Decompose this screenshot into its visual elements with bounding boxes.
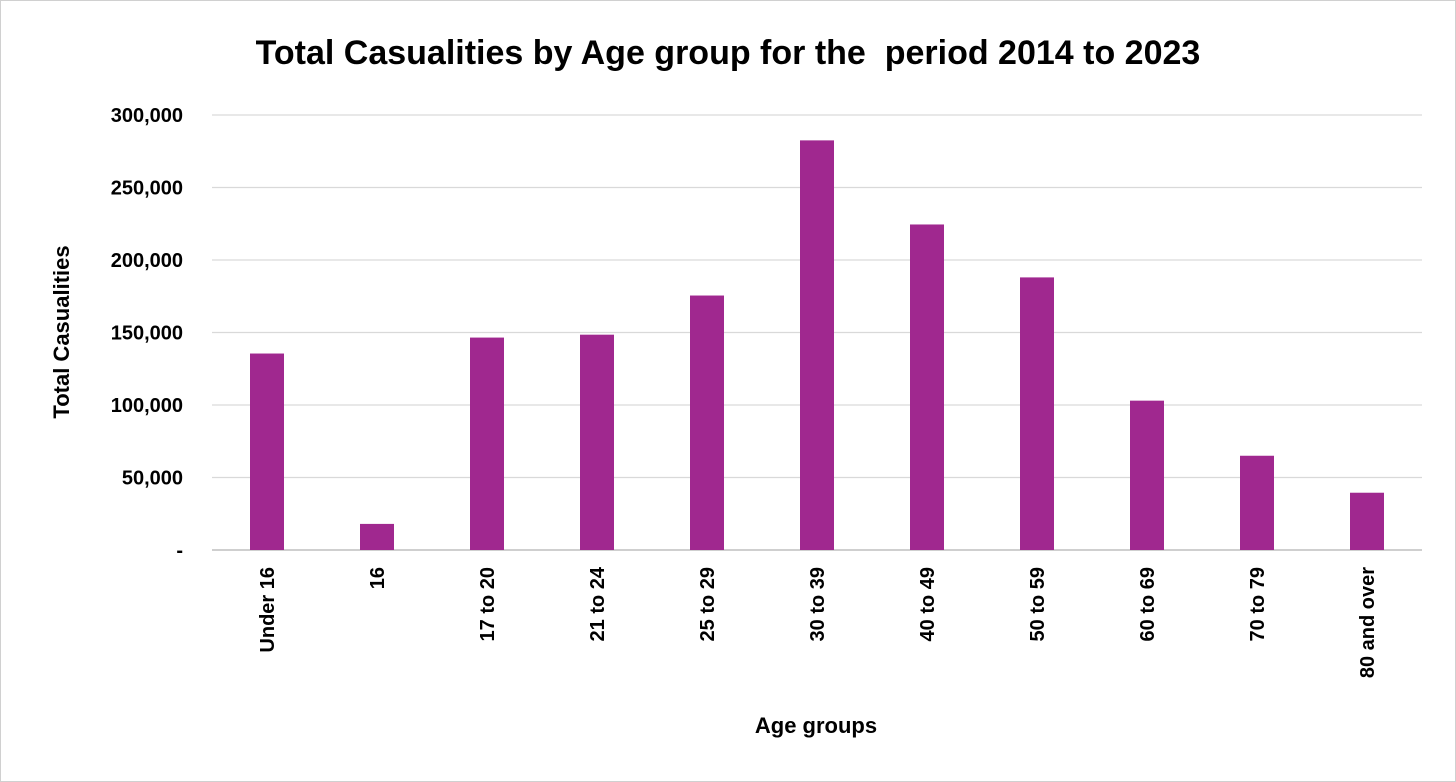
bar-21-to-24 [580,334,614,550]
y-axis-ticks: - 50,000 100,000 150,000 200,000 250,000 300,0… [111,105,183,562]
x-tick-label: 21 to 24 [587,566,609,641]
y-tick-label: - [176,540,183,562]
bar-under-16 [250,353,284,550]
chart-title: Total Casualities by Age group for the p… [256,34,1201,72]
bar-60-to-69 [1130,400,1164,550]
x-tick-label: 25 to 29 [697,567,719,641]
x-axis-title: Age groups [755,713,877,738]
bar-50-to-59 [1020,277,1054,550]
x-tick-label: 70 to 79 [1247,567,1269,641]
x-tick-label: 30 to 39 [807,567,829,641]
y-tick-label: 150,000 [111,323,183,345]
bar-30-to-39 [800,140,834,550]
x-tick-label: 50 to 59 [1027,567,1049,641]
x-tick-label: 17 to 20 [477,567,499,641]
bar-40-to-49 [910,224,944,550]
bar-17-to-20 [470,337,504,550]
y-tick-label: 100,000 [111,395,183,417]
bar-25-to-29 [690,295,724,550]
x-tick-label: Under 16 [257,567,279,653]
x-tick-label: 60 to 69 [1137,567,1159,641]
x-tick-label: 80 and over [1357,567,1379,678]
y-axis-title: Total Casualities [49,245,74,418]
bar-70-to-79 [1240,455,1274,550]
x-tick-label: 16 [367,567,389,589]
y-tick-label: 250,000 [111,178,183,200]
bar-80-and-over [1350,492,1384,550]
bar-16 [360,523,394,550]
x-tick-label: 40 to 49 [917,567,939,641]
bars [250,140,1384,550]
y-tick-label: 300,000 [111,105,183,127]
x-axis-ticks: Under 16 16 17 to 20 21 to 24 25 to 29 30 to … [257,566,1379,678]
y-tick-label: 50,000 [122,468,183,490]
y-tick-label: 200,000 [111,250,183,272]
